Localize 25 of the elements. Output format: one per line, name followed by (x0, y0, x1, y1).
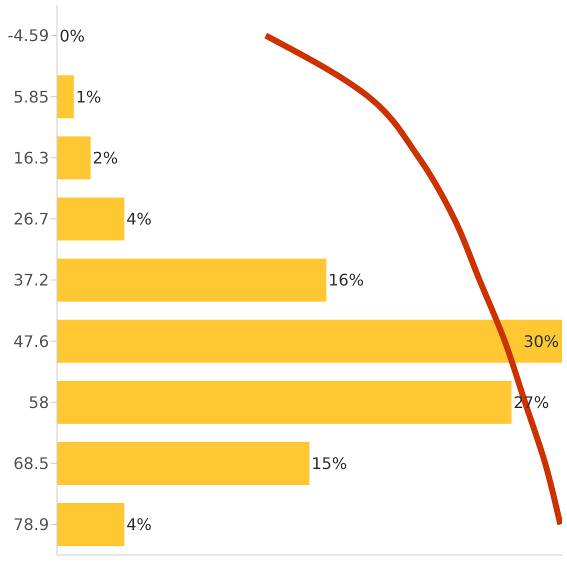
y-tick-label: 26.7 (13, 210, 49, 229)
data-label: 16% (328, 270, 364, 290)
data-label: 30% (523, 332, 559, 351)
y-tick-label: -4.59 (8, 26, 49, 46)
bar (57, 380, 512, 424)
y-tick-label: 58 (28, 392, 49, 412)
y-tick-label: 37.2 (13, 270, 49, 290)
bar (57, 503, 124, 546)
data-label: 1% (76, 87, 102, 106)
data-label: 0% (60, 26, 85, 46)
bar (57, 198, 124, 240)
bar (57, 136, 91, 180)
y-tick-label: 16.3 (13, 148, 49, 168)
y-tick-label: 78.9 (13, 515, 49, 534)
data-label: 4% (126, 210, 152, 229)
data-label: 2% (92, 148, 118, 168)
data-label: 4% (126, 515, 152, 534)
bar (57, 75, 74, 118)
bar (57, 320, 562, 363)
y-tick-label: 68.5 (13, 454, 49, 474)
bar (57, 258, 326, 302)
bar (57, 442, 310, 485)
y-tick-label: 5.85 (13, 87, 49, 106)
y-tick-label: 47.6 (13, 332, 49, 351)
data-label: 15% (312, 454, 348, 474)
